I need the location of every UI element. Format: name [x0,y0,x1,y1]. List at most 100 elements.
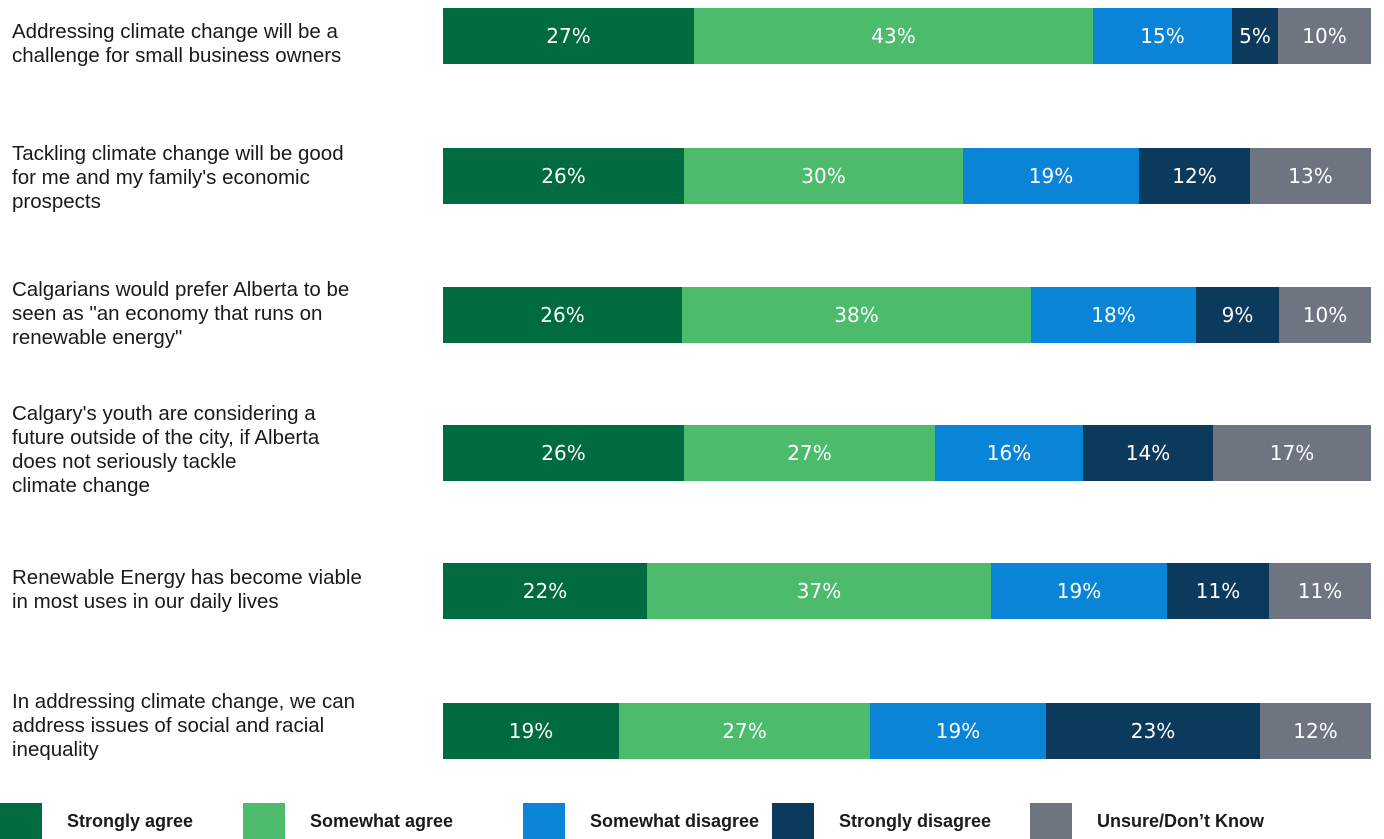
bar-segment: 12% [1139,148,1250,204]
bar-segment: 13% [1250,148,1371,204]
category-label-line: seen as "an economy that runs on [12,302,323,325]
bar-segment: 30% [684,148,963,204]
chart-legend: Strongly agree Somewhat agree Somewhat dis… [0,803,1384,839]
stacked-bar: 26% 38% 18% 9% 10% [443,287,1371,343]
data-label: 10% [1302,24,1347,48]
bar-segment: 10% [1279,287,1371,343]
category-label-line: in most uses in our daily lives [12,590,279,613]
data-label: 13% [1288,164,1333,188]
legend-item: Somewhat disagree [523,803,759,839]
bar-segment: 38% [682,287,1031,343]
stacked-bar: 26% 27% 16% 14% 17% [443,425,1371,481]
bar-segment: 12% [1260,703,1371,759]
category-label-line: Tackling climate change will be good [12,142,344,165]
bar-segment: 19% [443,703,619,759]
stacked-bar: 19% 27% 19% 23% 12% [443,703,1371,759]
data-label: 11% [1297,579,1343,603]
legend-swatch [1030,803,1072,839]
data-label: 10% [1302,303,1348,327]
category-label-line: address issues of social and racial [12,714,325,737]
legend-swatch [243,803,285,839]
category-label: Renewable Energy has become viable in mos… [12,566,422,614]
data-label: 26% [541,441,586,465]
legend-item: Unsure/Don’t Know [1030,803,1264,839]
category-label: Addressing climate change will be a chall… [12,20,422,68]
data-label: 9% [1221,303,1254,327]
bar-segment: 27% [619,703,870,759]
data-label: 27% [787,441,832,465]
legend-label: Somewhat disagree [590,810,760,831]
category-label-line: Calgary's youth are considering a [12,402,316,425]
legend-item: Strongly disagree [772,803,991,839]
bar-segment: 27% [443,8,694,64]
stacked-bar: 27% 43% 15% 5% 10% [443,8,1371,64]
data-label: 27% [546,24,591,48]
legend-label: Strongly disagree [839,810,992,831]
bar-segment: 10% [1278,8,1371,64]
legend-item: Strongly agree [0,803,193,839]
category-label-line: inequality [12,738,99,761]
data-label: 5% [1239,24,1271,48]
bar-segment: 5% [1232,8,1278,64]
data-label: 12% [1293,719,1338,743]
data-label: 43% [871,24,916,48]
category-label-line: renewable energy" [12,326,183,349]
category-label-line: prospects [12,190,101,213]
category-label-line: Calgarians would prefer Alberta to be [12,278,350,301]
bar-segment: 26% [443,287,682,343]
bar-segment: 22% [443,563,647,619]
data-label: 19% [1028,164,1074,188]
category-label-line: Addressing climate change will be a [12,20,338,43]
bar-segment: 14% [1083,425,1213,481]
bar-segment: 11% [1167,563,1269,619]
legend-swatch [523,803,565,839]
legend-label: Somewhat agree [310,810,454,831]
bar-segment: 19% [963,148,1139,204]
data-label: 12% [1172,164,1217,188]
category-label-line: does not seriously tackle [12,450,237,473]
data-label: 19% [508,719,554,743]
bar-segment: 11% [1269,563,1371,619]
legend-label: Strongly agree [67,810,194,831]
bar-segment: 23% [1046,703,1260,759]
bar-segment: 37% [647,563,991,619]
bar-segment: 26% [443,425,684,481]
bar-segment: 19% [991,563,1167,619]
category-label-line: Renewable Energy has become viable [12,566,362,589]
category-label-line: In addressing climate change, we can [12,690,356,713]
category-label: In addressing climate change, we can addr… [12,690,422,762]
data-label: 22% [522,579,568,603]
legend-swatch [0,803,42,839]
data-label: 19% [1056,579,1102,603]
data-label: 27% [722,719,767,743]
category-label: Tackling climate change will be good for … [12,142,422,214]
data-label: 37% [796,579,842,603]
category-label: Calgary's youth are considering a future … [12,402,422,498]
data-label: 14% [1125,441,1171,465]
bar-segment: 9% [1196,287,1279,343]
category-label-line: for me and my family's economic [12,166,310,189]
data-label: 15% [1140,24,1185,48]
data-label: 17% [1269,441,1315,465]
data-label: 26% [540,303,585,327]
category-label-line: climate change [12,474,150,497]
data-label: 16% [986,441,1032,465]
bar-segment: 19% [870,703,1046,759]
category-label-line: future outside of the city, if Alberta [12,426,320,449]
category-label-line: challenge for small business owners [12,44,342,67]
data-label: 26% [541,164,586,188]
bar-segment: 27% [684,425,935,481]
data-label: 38% [834,303,879,327]
bar-segment: 17% [1213,425,1371,481]
bar-segment: 26% [443,148,684,204]
bar-segment: 43% [694,8,1093,64]
stacked-bar: 22% 37% 19% 11% 11% [443,563,1371,619]
bar-segment: 16% [935,425,1083,481]
legend-label: Unsure/Don’t Know [1097,810,1264,831]
legend-item: Somewhat agree [243,803,453,839]
stacked-bar: 26% 30% 19% 12% 13% [443,148,1371,204]
data-label: 30% [801,164,846,188]
data-label: 11% [1195,579,1241,603]
bar-segment: 18% [1031,287,1196,343]
